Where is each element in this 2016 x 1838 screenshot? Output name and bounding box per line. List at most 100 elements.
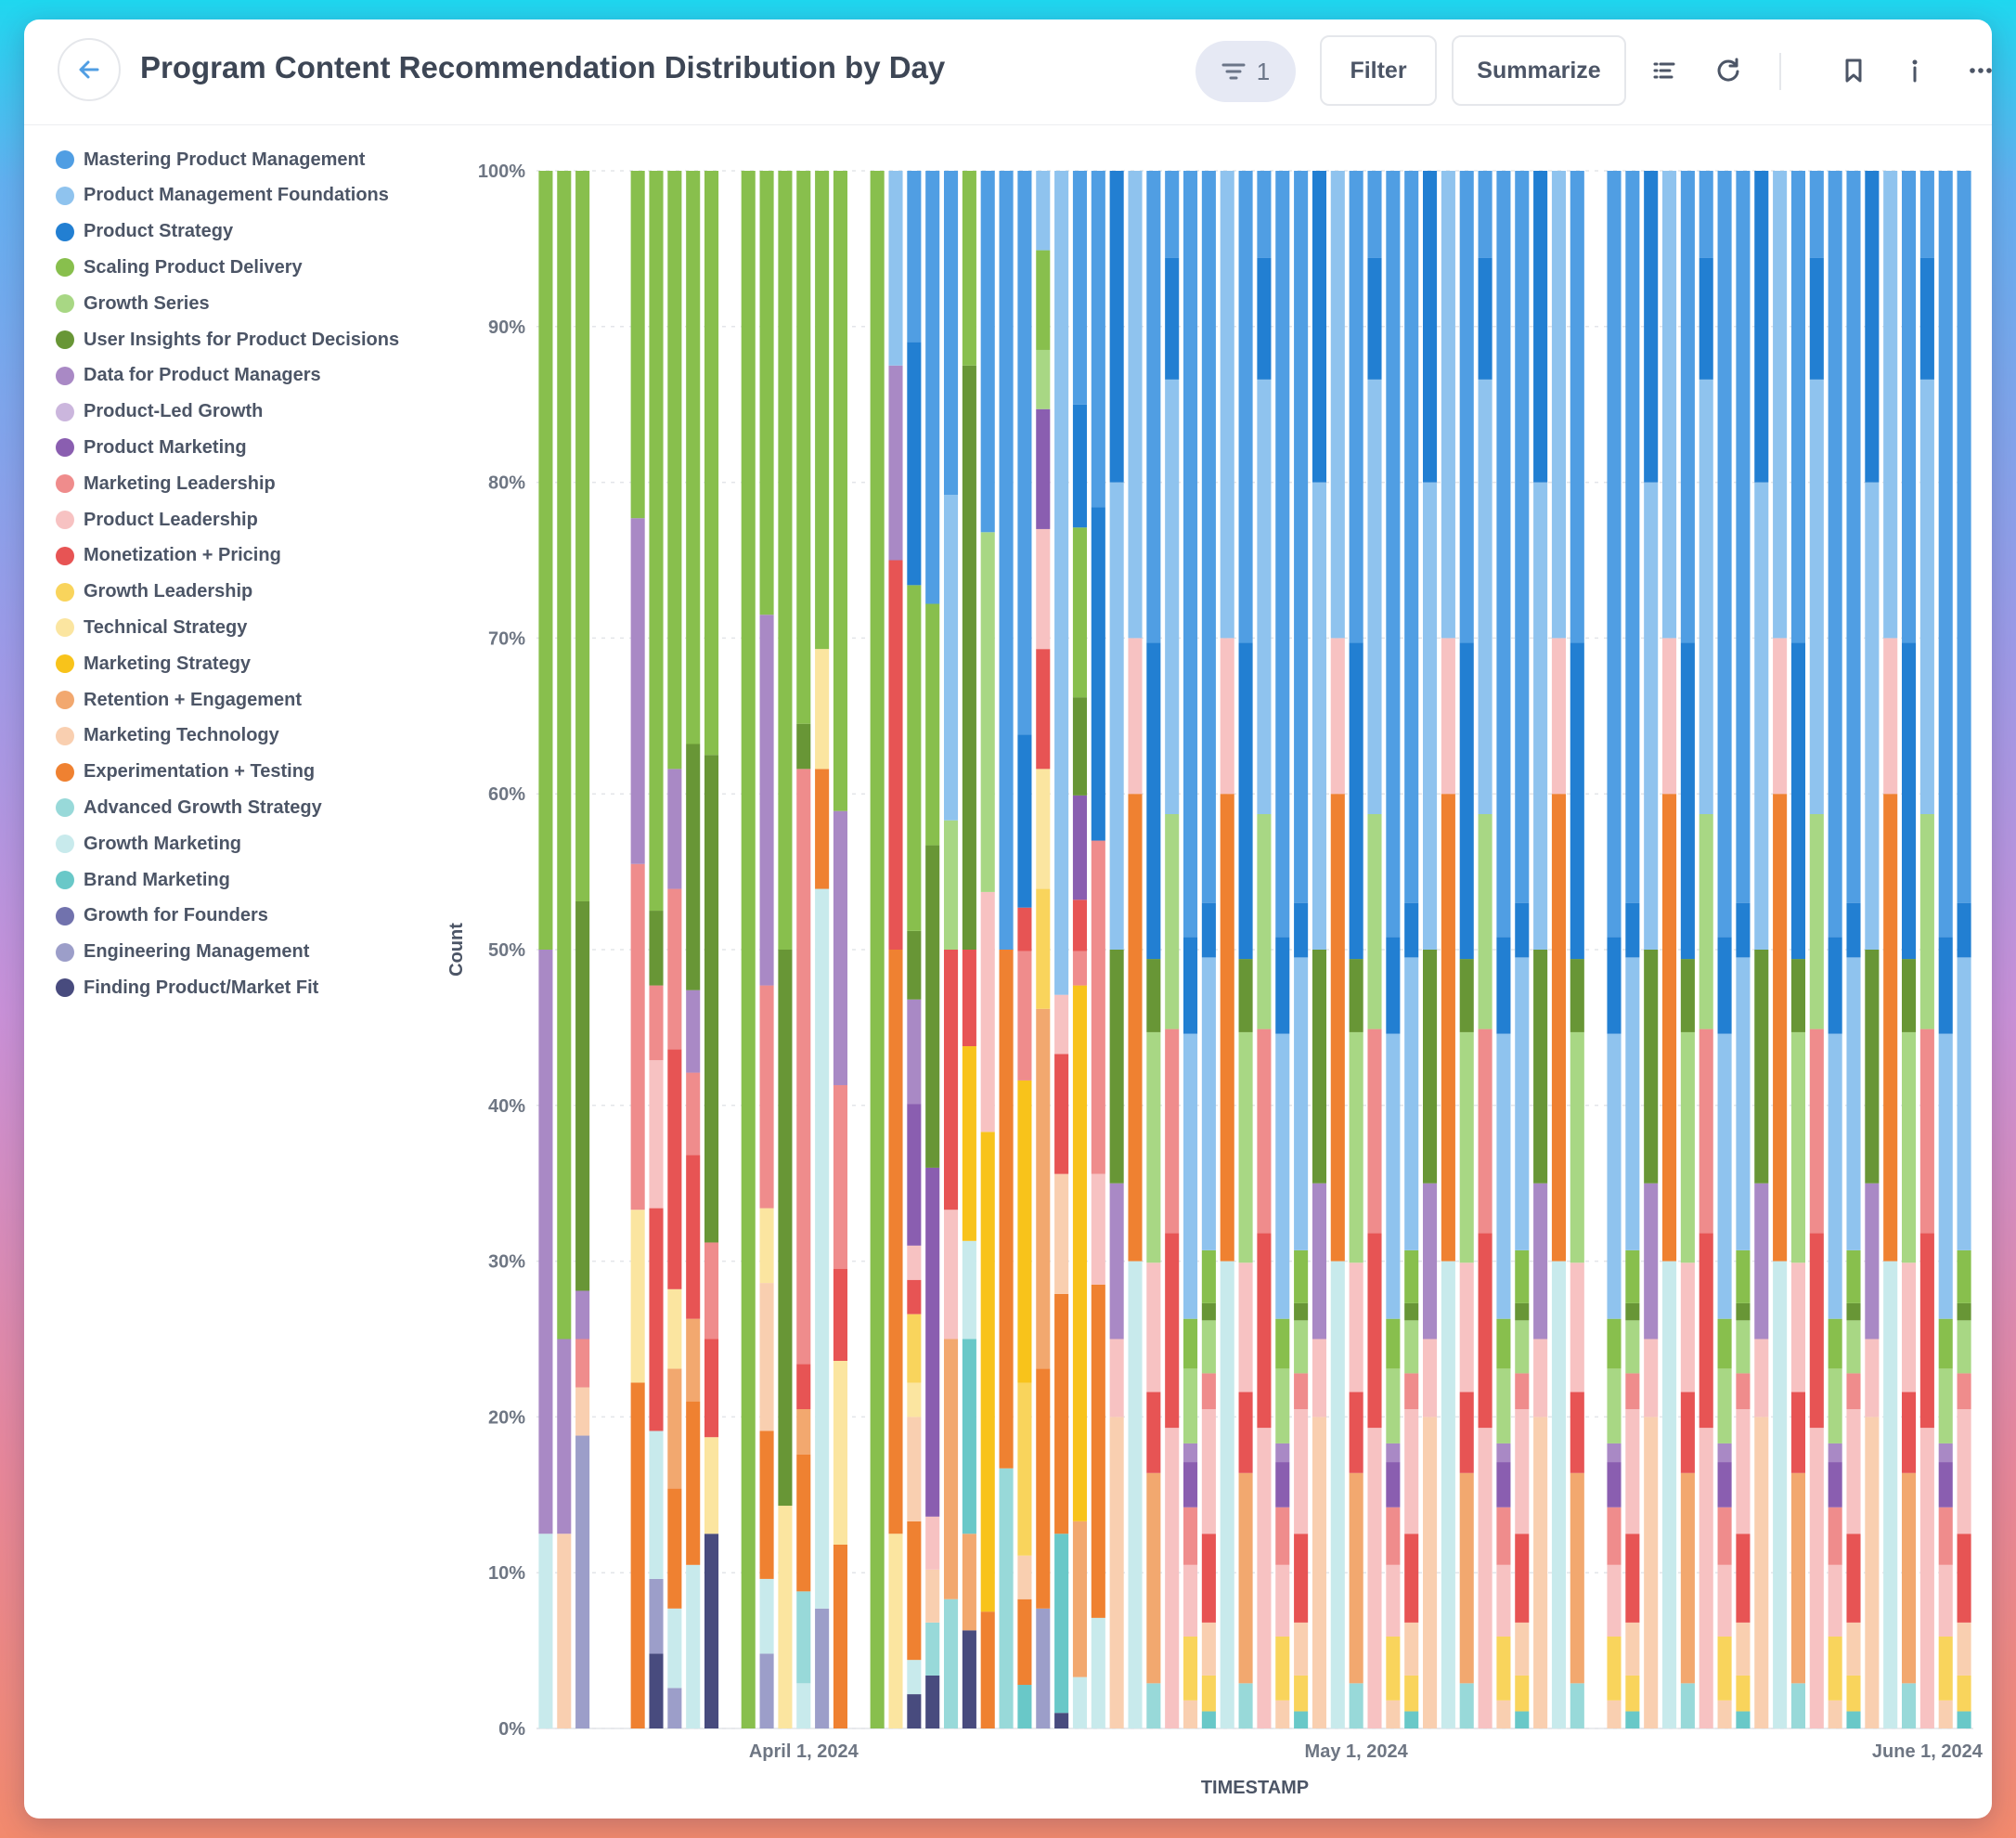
bar-segment[interactable] — [1699, 1029, 1713, 1234]
bar-segment[interactable] — [1790, 642, 1806, 960]
bar-segment[interactable] — [1828, 1318, 1842, 1369]
legend-item[interactable]: Advanced Growth Strategy — [56, 794, 322, 822]
bar-segment[interactable] — [1036, 649, 1051, 770]
bar-segment[interactable] — [1625, 171, 1640, 903]
bar-segment[interactable] — [1404, 957, 1419, 1250]
bar-segment[interactable] — [667, 1608, 682, 1689]
bar-segment[interactable] — [1238, 642, 1253, 960]
bar-segment[interactable] — [575, 171, 590, 901]
bar-segment[interactable] — [907, 1104, 922, 1246]
bar-segment[interactable] — [1404, 1320, 1419, 1374]
bar-segment[interactable] — [1736, 1675, 1751, 1712]
bar-segment[interactable] — [704, 1242, 719, 1340]
bar-segment[interactable] — [1238, 171, 1253, 643]
bar-segment[interactable] — [1165, 1029, 1180, 1234]
bar-segment[interactable] — [1091, 1284, 1105, 1618]
bar-segment[interactable] — [575, 1290, 590, 1340]
bar-segment[interactable] — [1828, 1700, 1842, 1728]
bar-segment[interactable] — [1515, 1409, 1530, 1534]
bar-segment[interactable] — [1644, 1417, 1659, 1728]
bar-segment[interactable] — [649, 1060, 664, 1209]
bar-segment[interactable] — [1515, 1320, 1530, 1374]
bar-segment[interactable] — [907, 1314, 922, 1383]
bar-segment[interactable] — [759, 1653, 774, 1728]
bar-segment[interactable] — [1496, 1033, 1511, 1319]
bar-segment[interactable] — [1404, 171, 1419, 903]
bar-segment[interactable] — [1919, 257, 1934, 380]
bar-segment[interactable] — [1146, 171, 1161, 643]
bar-segment[interactable] — [1072, 527, 1088, 698]
bar-segment[interactable] — [1699, 814, 1713, 1029]
bar-segment[interactable] — [907, 171, 922, 343]
bar-segment[interactable] — [649, 171, 664, 912]
bar-segment[interactable] — [1736, 171, 1751, 903]
bar-segment[interactable] — [1017, 1382, 1032, 1556]
bar-segment[interactable] — [1809, 1233, 1824, 1429]
bar-segment[interactable] — [1680, 1031, 1695, 1263]
bar-segment[interactable] — [1828, 1443, 1842, 1463]
bar-segment[interactable] — [1938, 937, 1953, 1034]
bar-segment[interactable] — [1625, 1302, 1640, 1321]
bar-segment[interactable] — [1901, 171, 1917, 643]
bar-segment[interactable] — [1625, 1249, 1640, 1303]
bar-segment[interactable] — [1661, 638, 1677, 795]
bar-segment[interactable] — [1957, 1675, 1971, 1712]
bar-segment[interactable] — [1607, 1368, 1622, 1443]
bar-segment[interactable] — [1201, 1249, 1216, 1303]
bar-segment[interactable] — [1128, 794, 1143, 1262]
bar-segment[interactable] — [1294, 1622, 1309, 1676]
bar-segment[interactable] — [1330, 638, 1345, 795]
bar-segment[interactable] — [796, 1591, 811, 1684]
bar-segment[interactable] — [1404, 1534, 1419, 1623]
bar-segment[interactable] — [1828, 1507, 1842, 1565]
bar-segment[interactable] — [925, 1622, 940, 1676]
bar-segment[interactable] — [1699, 171, 1713, 258]
bar-segment[interactable] — [667, 888, 682, 1050]
bar-segment[interactable] — [943, 950, 959, 1210]
bar-segment[interactable] — [1182, 1700, 1198, 1728]
bar-segment[interactable] — [1257, 1233, 1272, 1429]
legend-item[interactable]: Technical Strategy — [56, 614, 247, 641]
bar-segment[interactable] — [1459, 959, 1474, 1032]
legend-item[interactable]: Growth Leadership — [56, 578, 252, 606]
bar-segment[interactable] — [1533, 1339, 1548, 1417]
bar-segment[interactable] — [1182, 937, 1198, 1034]
bar-segment[interactable] — [1182, 1462, 1198, 1508]
bar-segment[interactable] — [1201, 1320, 1216, 1374]
bar-segment[interactable] — [686, 1401, 701, 1565]
bar-segment[interactable] — [833, 171, 848, 811]
bar-segment[interactable] — [1717, 1462, 1732, 1508]
bar-segment[interactable] — [1312, 482, 1327, 950]
bar-segment[interactable] — [1036, 1608, 1051, 1728]
bar-segment[interactable] — [1570, 1031, 1584, 1263]
bar-segment[interactable] — [1091, 171, 1105, 508]
bar-segment[interactable] — [759, 171, 774, 615]
bar-segment[interactable] — [1754, 1183, 1769, 1340]
bar-segment[interactable] — [943, 820, 959, 950]
bar-segment[interactable] — [1072, 1676, 1088, 1728]
bar-segment[interactable] — [759, 615, 774, 986]
bar-segment[interactable] — [1938, 1507, 1953, 1565]
bar-segment[interactable] — [1386, 1462, 1401, 1508]
bar-segment[interactable] — [1570, 1262, 1584, 1392]
legend-item[interactable]: Scaling Product Delivery — [56, 253, 303, 281]
bar-segment[interactable] — [1072, 900, 1088, 951]
bar-segment[interactable] — [1644, 1339, 1659, 1417]
legend-item[interactable]: Marketing Strategy — [56, 650, 251, 678]
bar-segment[interactable] — [1625, 1409, 1640, 1534]
bar-segment[interactable] — [888, 950, 903, 1534]
bar-segment[interactable] — [1054, 1534, 1069, 1714]
bar-segment[interactable] — [1091, 1617, 1105, 1728]
bar-segment[interactable] — [907, 1694, 922, 1728]
bar-segment[interactable] — [1349, 959, 1363, 1032]
bar-segment[interactable] — [1182, 1564, 1198, 1637]
bar-segment[interactable] — [1515, 1622, 1530, 1676]
bar-segment[interactable] — [907, 999, 922, 1105]
bar-segment[interactable] — [1736, 1711, 1751, 1728]
bar-segment[interactable] — [1404, 1711, 1419, 1728]
bar-segment[interactable] — [980, 532, 995, 892]
bar-segment[interactable] — [1404, 1675, 1419, 1712]
bar-segment[interactable] — [1330, 1261, 1345, 1728]
bar-segment[interactable] — [1146, 1472, 1161, 1684]
bar-segment[interactable] — [1533, 171, 1548, 483]
